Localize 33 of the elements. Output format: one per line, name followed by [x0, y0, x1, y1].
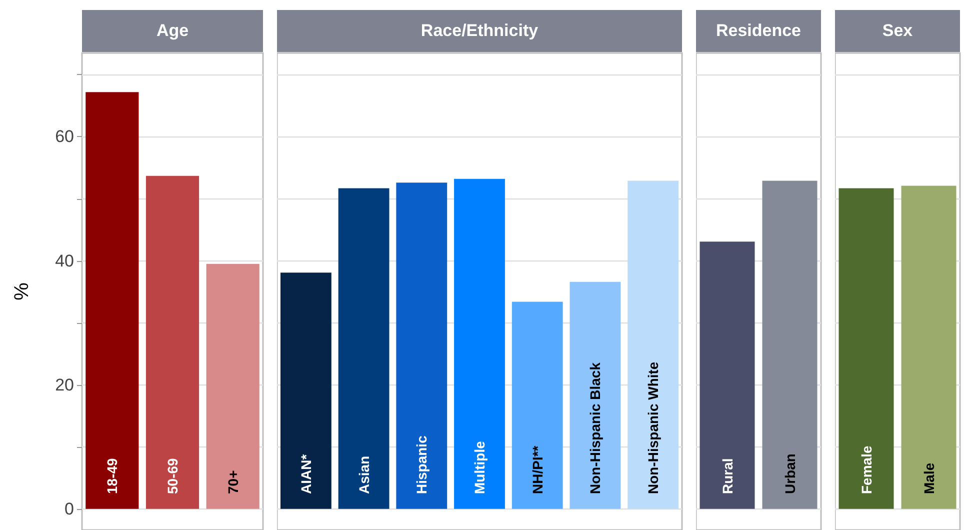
bar [454, 178, 505, 509]
x-tick-label: Hispanic [414, 435, 430, 494]
y-axis-title: % [11, 282, 33, 300]
bar [146, 176, 200, 509]
x-tick-label: Multiple [472, 440, 488, 494]
y-tick-label: 0 [64, 499, 74, 518]
x-tick-label: Urban [782, 454, 798, 494]
x-tick-label: AIAN* [298, 454, 314, 494]
bar [206, 264, 260, 509]
x-tick-label: Asian [356, 456, 372, 494]
bar [86, 92, 139, 509]
bar [338, 188, 390, 509]
x-tick-label: Male [920, 462, 937, 494]
bar [396, 182, 448, 509]
x-tick-label: Non-Hispanic White [645, 362, 662, 494]
chart-title: Sex [835, 10, 960, 52]
bar [280, 272, 332, 509]
y-tick-label: 40 [55, 251, 74, 270]
bar [628, 180, 679, 509]
x-tick-label: 50-69 [164, 458, 180, 494]
x-tick-label: 70+ [224, 470, 241, 494]
x-tick-label: Rural [719, 458, 736, 494]
y-tick-label: 60 [55, 127, 74, 146]
y-tick-label: 20 [55, 375, 74, 394]
chart-title: Age [82, 10, 263, 52]
x-tick-label: Female [858, 446, 874, 494]
x-tick-label: NH/PI** [529, 445, 546, 494]
x-tick-label: 18-49 [104, 458, 120, 494]
chart-title: Residence [696, 10, 821, 52]
x-tick-label: Non-Hispanic Black [587, 362, 604, 494]
bar [570, 282, 621, 509]
bar [512, 302, 563, 509]
chart-title: Race/Ethnicity [277, 10, 682, 52]
